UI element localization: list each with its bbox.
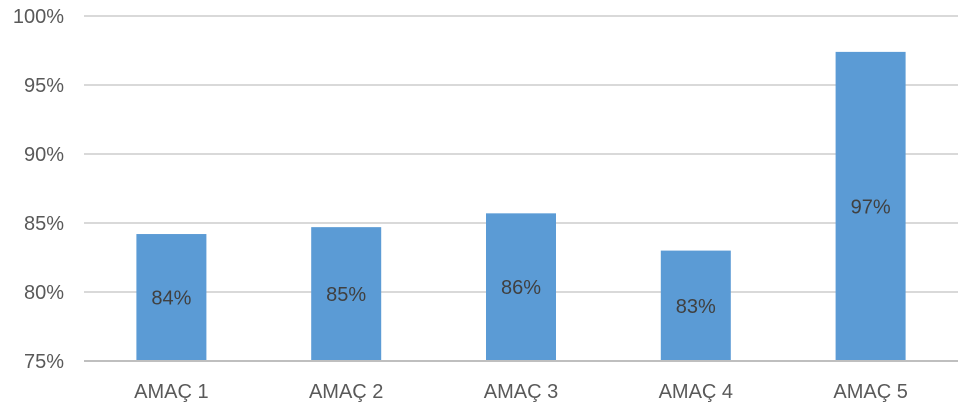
bar bbox=[486, 213, 556, 361]
x-axis-category-labels: AMAÇ 1 AMAÇ 2 AMAÇ 3 AMAÇ 4 AMAÇ 5 bbox=[134, 381, 908, 403]
bar bbox=[311, 227, 382, 361]
bar bbox=[136, 234, 207, 361]
x-category-label: AMAÇ 3 bbox=[484, 381, 558, 403]
bar bbox=[835, 51, 906, 361]
bar-data-label: 85% bbox=[326, 284, 366, 306]
bars bbox=[136, 51, 906, 361]
y-tick-label: 85% bbox=[24, 213, 64, 235]
bar-data-label: 97% bbox=[851, 196, 891, 218]
x-category-label: AMAÇ 2 bbox=[309, 381, 383, 403]
y-tick-label: 100% bbox=[13, 6, 64, 28]
x-category-label: AMAÇ 5 bbox=[833, 381, 907, 403]
bar-data-label: 83% bbox=[676, 296, 716, 318]
y-tick-label: 95% bbox=[24, 75, 64, 97]
bar bbox=[660, 250, 731, 361]
bar-data-labels: 84% 85% 86% 83% 97% bbox=[151, 196, 890, 317]
y-axis-tick-labels: 75% 80% 85% 90% 95% 100% bbox=[13, 6, 64, 373]
y-tick-label: 75% bbox=[24, 351, 64, 373]
x-category-label: AMAÇ 4 bbox=[659, 381, 733, 403]
bar-data-label: 86% bbox=[501, 277, 541, 299]
y-tick-label: 80% bbox=[24, 282, 64, 304]
gridlines bbox=[84, 15, 958, 293]
x-category-label: AMAÇ 1 bbox=[134, 381, 208, 403]
bar-data-label: 84% bbox=[151, 288, 191, 310]
y-tick-label: 90% bbox=[24, 144, 64, 166]
